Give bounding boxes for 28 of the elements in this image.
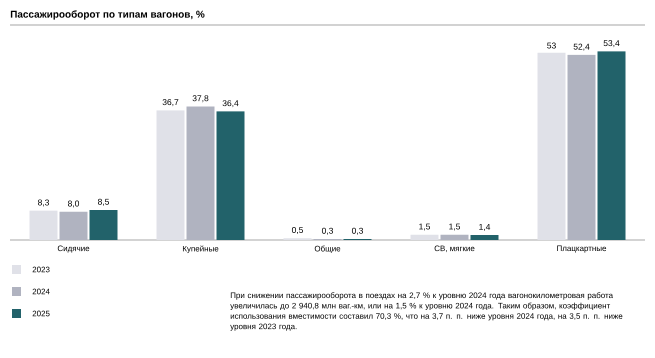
data-label: 8,0 — [68, 200, 80, 208]
bar — [30, 210, 58, 240]
bar — [440, 234, 469, 240]
bar — [216, 111, 245, 240]
bar — [598, 51, 626, 240]
bar — [568, 54, 596, 240]
bar — [60, 212, 88, 240]
data-label: 1,5 — [449, 224, 460, 230]
bar — [470, 235, 499, 240]
data-label: 1,4 — [479, 224, 490, 231]
bar — [90, 210, 118, 240]
data-label: 0,5 — [292, 227, 304, 234]
bar — [538, 52, 566, 240]
data-label: 1,5 — [419, 224, 430, 230]
bar — [410, 234, 439, 240]
data-label: 53 — [547, 42, 556, 49]
data-label: 37,8 — [192, 95, 208, 102]
data-label: 36,7 — [162, 99, 178, 106]
bar — [186, 106, 215, 240]
chart-title: Пассажирооборот по типам вагонов, % — [10, 10, 204, 20]
data-label: 53,4 — [604, 40, 620, 48]
data-label: 0,3 — [352, 228, 364, 235]
data-label: 8,5 — [98, 198, 110, 206]
data-label: 0,3 — [322, 228, 334, 235]
data-label: 8,3 — [38, 199, 50, 206]
data-label: 36,4 — [222, 100, 239, 108]
data-label: 52,4 — [574, 44, 590, 51]
bar — [156, 110, 185, 240]
